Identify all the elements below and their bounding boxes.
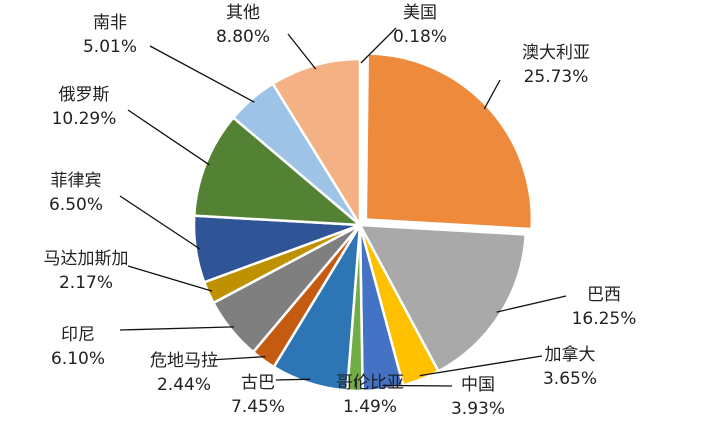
slice-value-label: 1.49%: [343, 397, 397, 417]
leader-line-12: [127, 109, 210, 166]
leader-line-7: [275, 378, 311, 381]
slice-name-label: 哥伦比亚: [336, 373, 404, 393]
pie-slice-12: [192, 115, 364, 227]
leader-line-10: [127, 265, 213, 292]
leader-line-9: [119, 326, 235, 331]
leader-lines: [119, 27, 567, 388]
pie-slices: [192, 52, 534, 393]
slice-name-label: 巴西: [587, 285, 621, 305]
leader-line-4: [419, 355, 543, 377]
leader-line-11: [119, 195, 201, 250]
slice-value-label: 10.29%: [52, 109, 117, 129]
slice-value-label: 6.10%: [51, 349, 105, 369]
slice-name-label: 南非: [93, 13, 127, 33]
slice-value-label: 7.45%: [231, 397, 285, 417]
pie-slice-2: [364, 52, 534, 231]
leader-line-8: [209, 355, 266, 361]
slice-name-label: 印尼: [61, 325, 95, 345]
slice-name-label: 美国: [403, 3, 437, 23]
leader-line-14: [287, 33, 317, 70]
slice-value-label: 25.73%: [524, 67, 589, 87]
slice-name-label: 古巴: [241, 373, 275, 393]
slice-value-label: 3.93%: [451, 399, 505, 419]
watermark: 知乎 @时宜积木: [566, 391, 676, 409]
pie-slice-3: [357, 223, 528, 373]
slice-name-label: 俄罗斯: [59, 85, 110, 105]
slice-value-label: 3.65%: [543, 369, 597, 389]
leader-line-5: [382, 384, 453, 387]
slice-value-label: 5.01%: [83, 37, 137, 57]
leader-line-6: [354, 379, 357, 388]
slice-value-label: 6.50%: [49, 195, 103, 215]
leader-line-13: [149, 45, 255, 103]
slice-name-label: 其他: [226, 3, 260, 23]
leader-line-2: [483, 79, 501, 110]
slice-name-label: 菲律宾: [51, 171, 102, 191]
slice-value-label: 8.80%: [216, 27, 270, 47]
slice-name-label: 马达加斯加: [44, 249, 129, 269]
slice-value-label: 2.44%: [157, 375, 211, 395]
pie-slice-14: [271, 57, 362, 230]
slice-value-label: 2.17%: [59, 273, 113, 293]
slice-value-label: 0.18%: [393, 27, 447, 47]
leader-line-1: [360, 27, 397, 64]
slice-labels: 美国 0.18% 澳大利亚 25.73% 巴西 16.25% 加拿大 3.65% 中国 3.93%…: [44, 3, 637, 419]
slice-name-label: 危地马拉: [150, 351, 218, 371]
slice-name-label: 加拿大: [545, 344, 596, 365]
slice-value-label: 16.25%: [572, 309, 637, 329]
slice-name-label: 澳大利亚: [522, 43, 590, 63]
slice-name-label: 中国: [461, 375, 495, 395]
leader-line-3: [496, 295, 567, 313]
